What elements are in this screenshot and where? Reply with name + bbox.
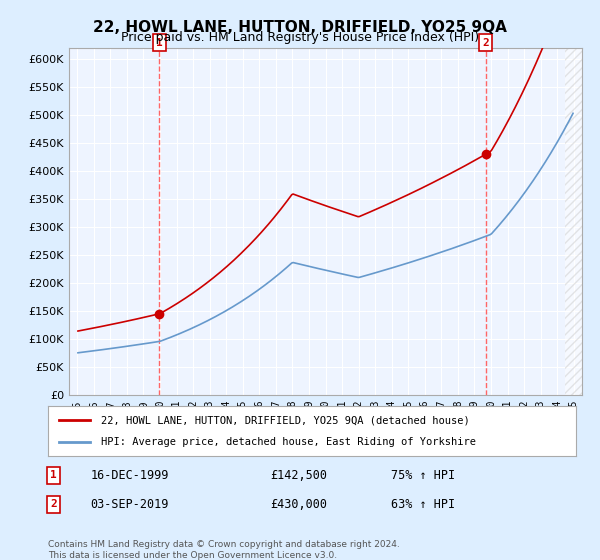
Bar — [565, 48, 590, 395]
Text: HPI: Average price, detached house, East Riding of Yorkshire: HPI: Average price, detached house, East… — [101, 437, 476, 447]
Text: 1: 1 — [50, 470, 56, 480]
Text: Contains HM Land Registry data © Crown copyright and database right 2024.
This d: Contains HM Land Registry data © Crown c… — [48, 540, 400, 560]
Text: 75% ↑ HPI: 75% ↑ HPI — [391, 469, 455, 482]
Text: 2: 2 — [482, 38, 489, 48]
Text: 16-DEC-1999: 16-DEC-1999 — [90, 469, 169, 482]
Text: 22, HOWL LANE, HUTTON, DRIFFIELD, YO25 9QA (detached house): 22, HOWL LANE, HUTTON, DRIFFIELD, YO25 9… — [101, 415, 470, 425]
Text: Price paid vs. HM Land Registry's House Price Index (HPI): Price paid vs. HM Land Registry's House … — [121, 31, 479, 44]
Text: £430,000: £430,000 — [270, 498, 327, 511]
Text: 1: 1 — [156, 38, 163, 48]
Text: 22, HOWL LANE, HUTTON, DRIFFIELD, YO25 9QA: 22, HOWL LANE, HUTTON, DRIFFIELD, YO25 9… — [93, 20, 507, 35]
Text: £142,500: £142,500 — [270, 469, 327, 482]
Text: 2: 2 — [50, 500, 56, 510]
Text: 03-SEP-2019: 03-SEP-2019 — [90, 498, 169, 511]
Text: 63% ↑ HPI: 63% ↑ HPI — [391, 498, 455, 511]
